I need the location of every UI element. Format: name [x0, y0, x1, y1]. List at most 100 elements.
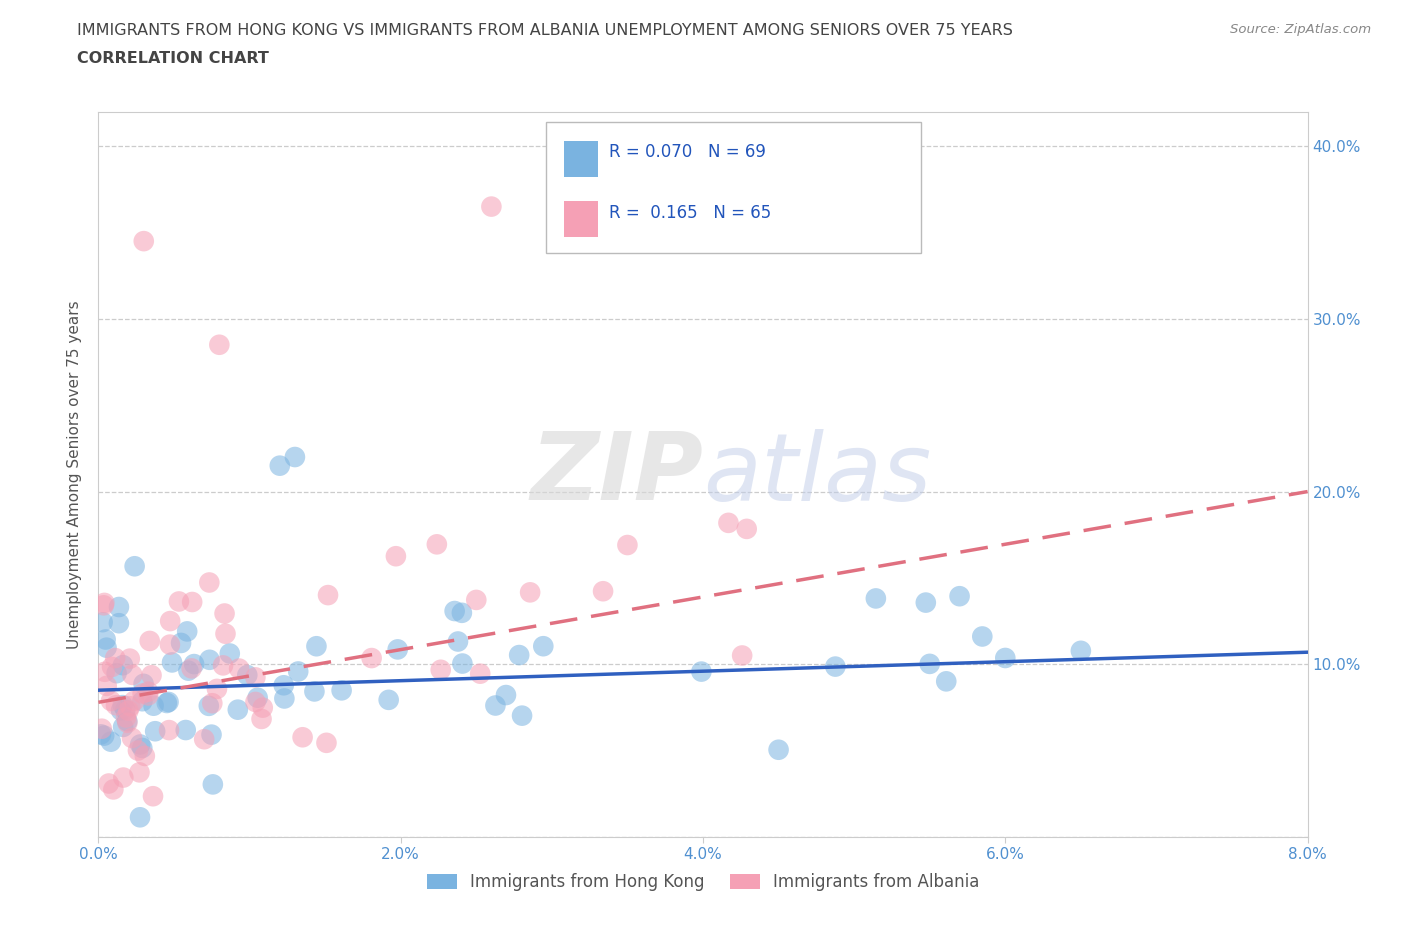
Point [104, 651, 127, 666]
Point [101, 659, 124, 674]
Point [180, 661, 202, 676]
Point [246, 690, 269, 705]
Point [252, 700, 274, 715]
Point [90, 722, 112, 737]
Point [121, 668, 143, 683]
Point [690, 664, 713, 679]
Point [117, 715, 139, 730]
Point [91, 615, 114, 630]
Point [236, 668, 259, 683]
Point [111, 698, 134, 712]
Point [198, 698, 221, 713]
Point [104, 698, 127, 712]
Point [159, 614, 181, 629]
Point [157, 723, 180, 737]
Point [377, 693, 399, 708]
Point [198, 575, 221, 590]
Point [117, 713, 139, 728]
Point [316, 588, 339, 603]
Point [136, 688, 159, 703]
Point [193, 732, 215, 747]
Point [103, 782, 125, 797]
Point [157, 695, 180, 710]
Point [735, 522, 758, 537]
Text: ZIP: ZIP [530, 429, 703, 520]
Point [96, 678, 118, 693]
Point [142, 789, 165, 804]
Point [330, 683, 353, 698]
Point [110, 703, 132, 718]
Text: atlas: atlas [703, 429, 931, 520]
Point [510, 709, 533, 724]
Point [108, 616, 131, 631]
Point [218, 646, 240, 661]
Point [273, 678, 295, 693]
Point [167, 594, 190, 609]
Point [160, 655, 183, 670]
Point [112, 770, 135, 785]
Point [200, 727, 222, 742]
Point [112, 720, 135, 735]
Point [131, 686, 153, 701]
Point [93, 598, 115, 613]
Text: IMMIGRANTS FROM HONG KONG VS IMMIGRANTS FROM ALBANIA UNEMPLOYMENT AMONG SENIORS : IMMIGRANTS FROM HONG KONG VS IMMIGRANTS … [77, 23, 1014, 38]
Point [269, 458, 291, 473]
Point [451, 656, 474, 671]
Point [284, 449, 307, 464]
Point [443, 604, 465, 618]
Point [250, 711, 273, 726]
Point [129, 737, 152, 752]
Point [93, 595, 115, 610]
Point [994, 651, 1017, 666]
Point [426, 537, 449, 551]
Point [616, 538, 638, 552]
Text: Source: ZipAtlas.com: Source: ZipAtlas.com [1230, 23, 1371, 36]
Point [201, 696, 224, 711]
Point [115, 710, 138, 724]
Point [360, 651, 382, 666]
Point [111, 658, 134, 672]
Point [174, 723, 197, 737]
Point [214, 606, 236, 621]
Point [519, 585, 541, 600]
Point [100, 734, 122, 749]
Point [93, 728, 115, 743]
Point [429, 662, 451, 677]
Point [305, 639, 328, 654]
Point [226, 702, 249, 717]
Point [824, 659, 846, 674]
Point [465, 592, 488, 607]
Point [136, 684, 159, 699]
Point [451, 605, 474, 620]
Point [170, 635, 193, 650]
Point [127, 743, 149, 758]
Point [132, 233, 155, 248]
Point [592, 584, 614, 599]
Point [212, 658, 235, 672]
Point [228, 661, 250, 676]
Point [142, 698, 165, 713]
Point [183, 657, 205, 671]
Point [96, 640, 118, 655]
Point [118, 651, 141, 666]
Point [141, 668, 163, 683]
Legend: Immigrants from Hong Kong, Immigrants from Albania: Immigrants from Hong Kong, Immigrants fr… [420, 866, 986, 897]
Point [143, 724, 166, 738]
Point [914, 595, 936, 610]
Point [131, 694, 153, 709]
Point [132, 676, 155, 691]
Point [484, 698, 506, 713]
Point [531, 639, 554, 654]
Point [205, 682, 228, 697]
Point [138, 633, 160, 648]
Point [177, 663, 200, 678]
Point [131, 740, 153, 755]
Point [972, 629, 994, 644]
Point [122, 694, 145, 709]
Point [935, 674, 957, 689]
Point [201, 777, 224, 791]
Point [304, 684, 326, 698]
Point [128, 764, 150, 779]
Point [208, 338, 231, 352]
Text: CORRELATION CHART: CORRELATION CHART [77, 51, 269, 66]
